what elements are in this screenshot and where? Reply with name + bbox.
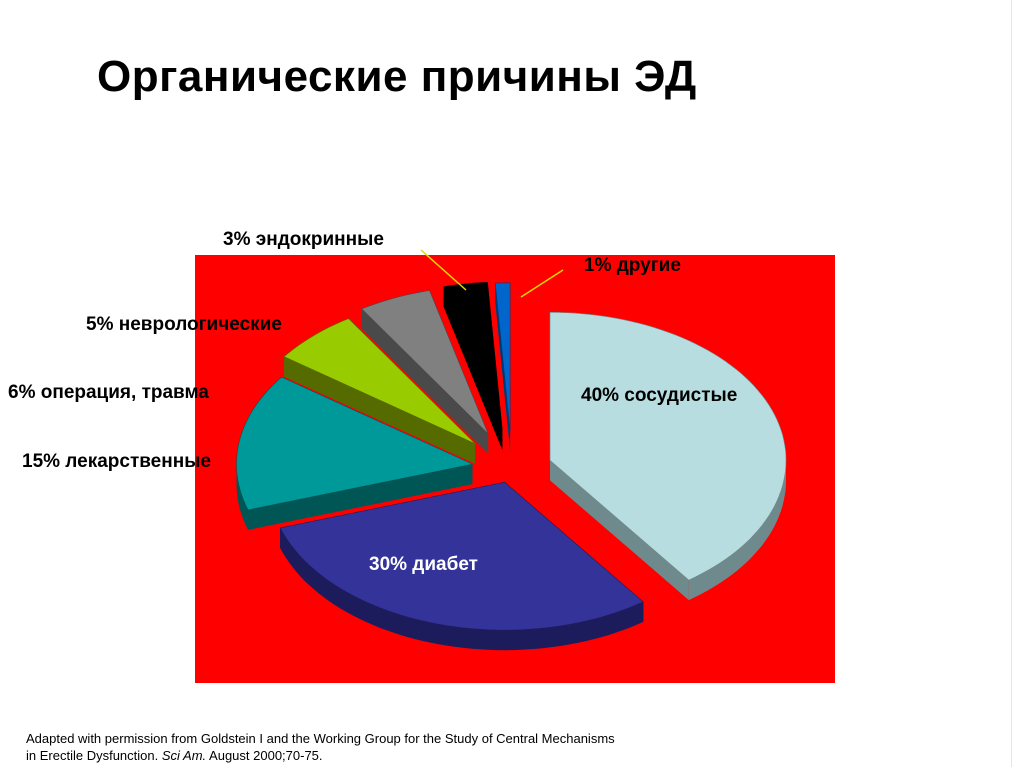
pie-labels: 3% эндокринные 1% другие 5% неврологичес…: [8, 229, 737, 575]
slice-drugs: [236, 376, 474, 511]
slice-vascular-side: [688, 460, 786, 601]
slide-title: Органические причины ЭД: [97, 52, 697, 101]
slice-vascular: [549, 311, 787, 581]
source-date: August 2000;70-75.: [206, 748, 323, 763]
leader-line-endocrine: [420, 249, 467, 291]
slice-vascular-wall-1: [550, 460, 689, 601]
label-diabetes: 30% диабет: [369, 554, 478, 575]
label-vascular: 40% сосудистые: [581, 385, 737, 406]
label-surgery: 6% операция, травма: [8, 382, 209, 403]
label-other: 1% другие: [584, 255, 681, 276]
slice-drugs-wall-0: [248, 464, 473, 530]
source-journal: Sci Am.: [161, 748, 207, 763]
slice-diabetes: [279, 481, 644, 631]
slice-surgery-wall-0: [284, 356, 476, 464]
slide-edge-rule: [1011, 0, 1012, 767]
slice-other-wall-0: [495, 283, 511, 451]
leader-line-other: [520, 269, 564, 298]
source-text: in Erectile Dysfunction.: [26, 748, 162, 763]
source-line-1: Adapted with permission from Goldstein I…: [26, 731, 615, 746]
slice-endocrine: [443, 281, 503, 431]
source-line-2: in Erectile Dysfunction. Sci Am. August …: [26, 747, 726, 764]
slice-diabetes-side: [280, 527, 644, 651]
label-neuro: 5% неврологические: [86, 314, 282, 335]
slice-neuro-wall-0: [361, 308, 489, 454]
source-citation: Adapted with permission from Goldstein I…: [26, 730, 726, 764]
label-endocrine: 3% эндокринные: [223, 229, 384, 250]
pie-slices: [236, 281, 787, 651]
label-drugs: 15% лекарственные: [22, 451, 211, 472]
slice-neuro: [361, 290, 489, 435]
slice-surgery: [283, 318, 476, 444]
slice-other: [494, 282, 511, 431]
slice-endocrine-wall-0: [443, 286, 503, 451]
